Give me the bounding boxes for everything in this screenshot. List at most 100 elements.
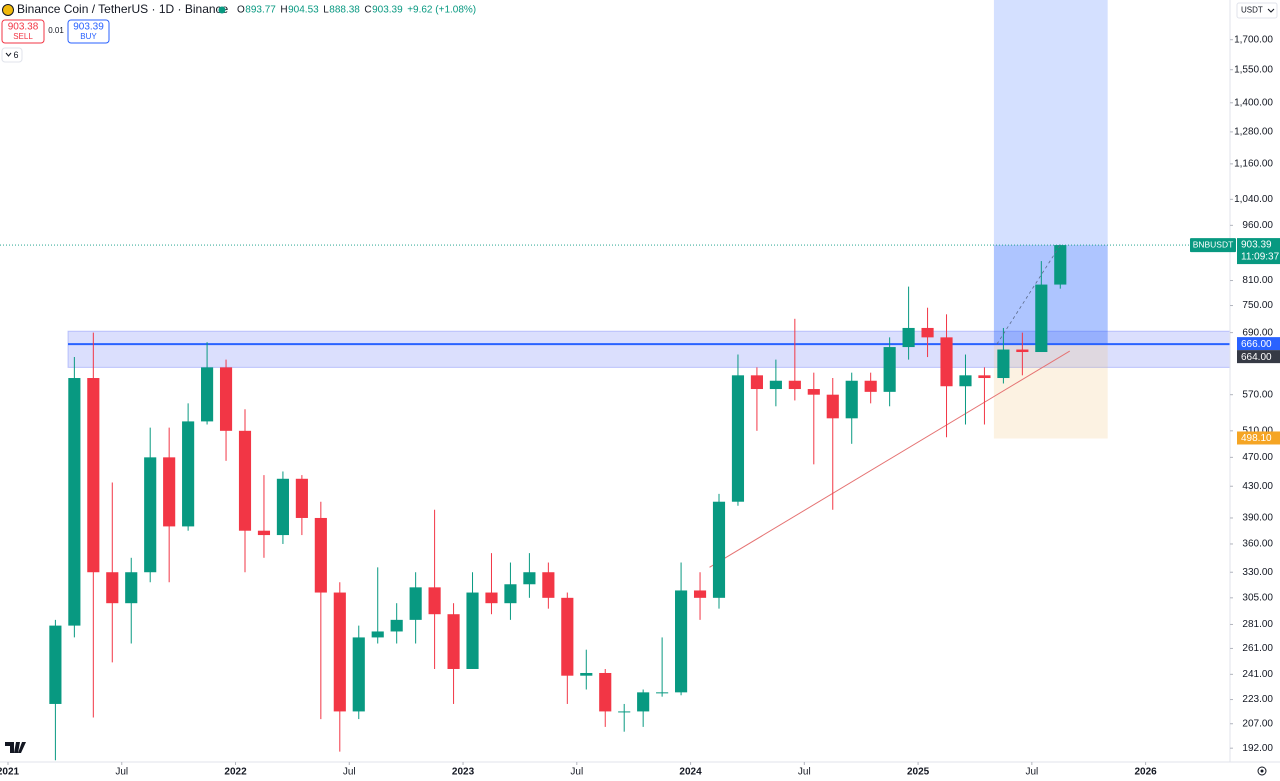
- settings-icon[interactable]: [1257, 766, 1267, 776]
- ohlc-key: H: [280, 5, 287, 16]
- candle-body: [295, 478, 308, 518]
- y-tick-label: 750.00: [1242, 300, 1273, 311]
- sell-label[interactable]: SELL: [13, 32, 33, 41]
- y-tick-label: 207.00: [1242, 718, 1273, 729]
- candle-body: [352, 637, 365, 712]
- candle-body: [864, 380, 877, 392]
- candle-body: [807, 389, 820, 395]
- x-tick-label: 2026: [1134, 767, 1157, 778]
- candle-body: [371, 631, 384, 638]
- candle-body: [201, 367, 214, 422]
- candle-body: [675, 590, 688, 693]
- buy-label[interactable]: BUY: [80, 32, 97, 41]
- x-tick-label: Jul: [1025, 767, 1038, 778]
- candle-body: [978, 375, 991, 379]
- y-tick-label: 1,040.00: [1234, 194, 1273, 205]
- candle-body: [693, 590, 707, 598]
- candle-body: [599, 672, 612, 712]
- ohlc-key: L: [323, 5, 329, 16]
- candle-body: [826, 394, 839, 419]
- candle-body: [276, 478, 289, 536]
- level-label: 664.00: [1241, 352, 1272, 363]
- level-label-bg: [1237, 350, 1280, 364]
- candle-body: [390, 619, 403, 632]
- y-tick-label: 261.00: [1242, 643, 1273, 654]
- candle-body: [845, 380, 858, 419]
- candle-body: [788, 380, 801, 390]
- y-tick-label: 510.00: [1242, 425, 1273, 436]
- candle-body: [769, 380, 782, 390]
- position-stop-area: [993, 344, 1108, 439]
- y-tick-label: 690.00: [1242, 327, 1273, 338]
- indicators-toggle[interactable]: [1, 47, 23, 63]
- y-tick-label: 281.00: [1242, 619, 1273, 630]
- market-status: [218, 6, 226, 14]
- candle-body: [409, 587, 422, 620]
- candle-body: [1054, 245, 1067, 285]
- y-tick-label: 1,550.00: [1234, 64, 1273, 75]
- currency-label[interactable]: USDT: [1241, 6, 1263, 15]
- candle-body: [219, 367, 233, 431]
- candle-body: [656, 692, 669, 694]
- currency-select[interactable]: [1236, 2, 1278, 19]
- y-tick-label: 330.00: [1242, 567, 1273, 578]
- candle-body: [257, 530, 271, 536]
- chevron-icon[interactable]: [5, 52, 12, 57]
- y-tick-label: 1,400.00: [1234, 97, 1273, 108]
- candle-body: [163, 457, 176, 527]
- candle-body: [447, 614, 460, 669]
- y-tick-label: 1,160.00: [1234, 159, 1273, 170]
- ohlc-key: O: [237, 5, 245, 16]
- candle-body: [542, 572, 555, 598]
- buy-price[interactable]: 903.39: [73, 22, 104, 33]
- chevron-icon[interactable]: [1267, 8, 1275, 13]
- x-tick-label: 2025: [907, 767, 930, 778]
- y-tick-label: 810.00: [1242, 275, 1273, 286]
- y-tick-label: 305.00: [1242, 592, 1273, 603]
- candle-body: [125, 572, 138, 604]
- sell-button[interactable]: [1, 19, 45, 44]
- trendline: [709, 350, 1071, 568]
- y-tick-label: 470.00: [1242, 452, 1273, 463]
- ohlc-change: +9.62 (+1.08%): [407, 5, 476, 16]
- candle-body: [902, 327, 915, 348]
- candle-body: [561, 597, 574, 676]
- candle-body: [106, 572, 119, 604]
- candle-body: [466, 592, 479, 669]
- plot-area: [0, 0, 1230, 761]
- candle-body: [523, 572, 536, 585]
- x-tick-label: 2024: [679, 767, 702, 778]
- candle-body: [997, 349, 1010, 379]
- stop-label-bg: [1237, 431, 1280, 445]
- x-tick-label: 2021: [0, 767, 20, 778]
- candle-body: [712, 501, 726, 598]
- candle-body: [144, 457, 157, 573]
- y-tick-label: 360.00: [1242, 539, 1273, 550]
- candle-body: [238, 430, 252, 531]
- position-open-profit: [993, 245, 1108, 345]
- x-tick-label: Jul: [343, 767, 356, 778]
- y-tick-label: 241.00: [1242, 669, 1273, 680]
- sell-price[interactable]: 903.38: [8, 22, 39, 33]
- settings-icon-dot[interactable]: [1260, 769, 1264, 773]
- last-price-label: 11:09:37: [1241, 252, 1280, 263]
- ohlc-value: 904.53: [288, 5, 319, 16]
- candle-body: [618, 711, 631, 713]
- price-axis: 1,700.00 1,550.00 1,400.00 1,280.00 1,160.00…: [1190, 34, 1280, 754]
- x-tick-label: 2023: [452, 767, 475, 778]
- buy-button[interactable]: [67, 19, 110, 44]
- level-label-bg: [1237, 337, 1280, 351]
- ohlc-key: C: [364, 5, 371, 16]
- ohlc-value: 888.38: [329, 5, 360, 16]
- y-tick-label: 1,700.00: [1234, 34, 1273, 45]
- candle-body: [750, 375, 763, 390]
- y-tick-label: 960.00: [1242, 220, 1273, 231]
- indicators-count[interactable]: 6: [13, 50, 18, 60]
- candle-body: [314, 517, 327, 593]
- candle-body: [580, 672, 593, 676]
- ohlc-legend: O 893.77 H 904.53 L 888.38 C 903.39 +9.62 (+1.08…: [237, 5, 476, 16]
- candle-body: [940, 337, 953, 387]
- candle-body: [49, 625, 62, 704]
- symbol-tag: BNBUSDT: [1193, 239, 1234, 249]
